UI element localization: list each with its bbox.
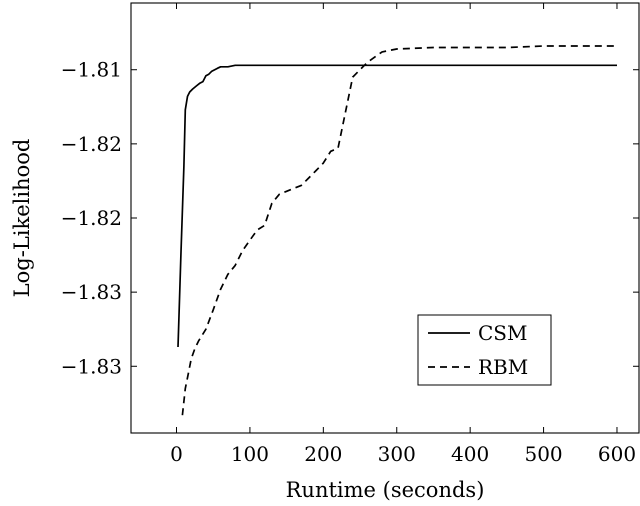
legend-label-rbm: RBM bbox=[478, 355, 528, 379]
y-tick-label: −1.81 bbox=[61, 58, 122, 82]
x-tick-label: 500 bbox=[524, 442, 562, 466]
axis-ticks: 0 100 200 300 400 500 600 −1.81 −1.82 −1.82 −1.83 −… bbox=[61, 3, 639, 466]
x-tick-label: 600 bbox=[598, 442, 636, 466]
series-line-rbm bbox=[181, 45, 617, 416]
x-tick-label: 400 bbox=[451, 442, 489, 466]
x-tick-label: 0 bbox=[170, 442, 183, 466]
y-tick-label: −1.82 bbox=[61, 206, 122, 230]
x-tick-label: 200 bbox=[304, 442, 342, 466]
series-line-csm bbox=[177, 64, 617, 348]
chart-marks bbox=[177, 45, 617, 416]
plot-frame bbox=[130, 2, 640, 434]
y-tick-label: −1.83 bbox=[61, 354, 122, 378]
x-axis-label: Runtime (seconds) bbox=[286, 478, 485, 502]
x-tick-label: 300 bbox=[378, 442, 416, 466]
y-axis-label: Log-Likelihood bbox=[10, 139, 34, 298]
y-tick-label: −1.83 bbox=[61, 280, 122, 304]
x-tick-label: 100 bbox=[231, 442, 269, 466]
y-tick-label: −1.82 bbox=[61, 132, 122, 156]
legend-box bbox=[417, 314, 552, 386]
legend: CSM RBM bbox=[417, 314, 552, 386]
legend-label-csm: CSM bbox=[478, 321, 527, 345]
